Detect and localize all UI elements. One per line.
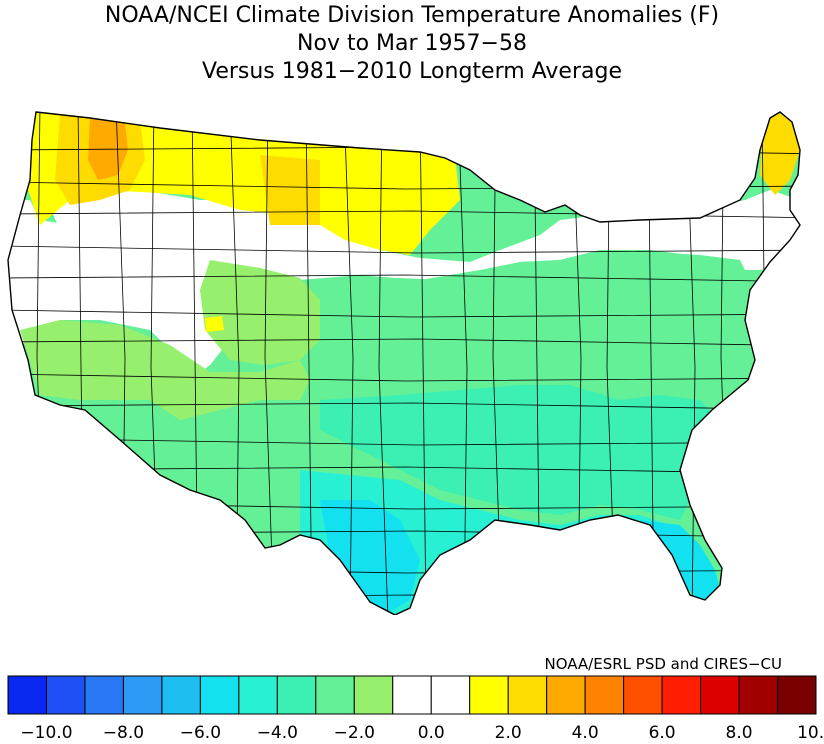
division-boundary-line: [8, 338, 800, 347]
colorbar-cell: [584, 675, 625, 715]
us-outline: [7, 111, 801, 615]
region-cool-3: [320, 385, 720, 520]
colorbar-tick-label: 4.0: [572, 723, 599, 743]
colorbar-cell: [392, 675, 432, 715]
region-warm-utah-dot: [205, 316, 224, 332]
colorbar-cell: [353, 675, 394, 715]
title-line-2: Nov to Mar 1957−58: [297, 31, 527, 56]
colorbar-cell: [507, 675, 548, 715]
region-cool-1-colorado: [200, 260, 320, 365]
data-source-credit: NOAA/ESRL PSD and CIRES−CU: [544, 655, 782, 673]
colorbar-cells: [7, 675, 817, 715]
colorbar-tick-label: −6.0: [180, 723, 221, 743]
colorbar-cell: [161, 675, 201, 715]
division-boundary-line: [343, 112, 354, 615]
colorbar-cell: [84, 675, 124, 715]
division-boundary-line: [8, 274, 800, 283]
colorbar-cell: [738, 675, 779, 715]
colorbar-cell: [777, 675, 817, 715]
division-boundary-line: [305, 112, 313, 615]
colorbar-tick-label: 2.0: [495, 723, 522, 743]
colorbar-cell: [7, 675, 47, 715]
colorbar-cell: [122, 675, 163, 715]
colorbar-tick-label: −10.0: [20, 723, 72, 743]
division-boundary-line: [8, 402, 800, 411]
division-boundary-line: [264, 112, 275, 615]
colorbar-tick-label: 0.0: [418, 723, 445, 743]
colorbar-tick-label: −2.0: [334, 723, 375, 743]
colorbar-cell: [45, 675, 86, 715]
region-warm-northeast: [760, 112, 800, 195]
title-block: NOAA/NCEI Climate Division Temperature A…: [0, 2, 824, 86]
colorbar-tick-label: −4.0: [257, 723, 298, 743]
anomaly-fill-regions: [8, 112, 800, 615]
division-boundary-line: [8, 245, 800, 254]
colorbar-tick-label: 6.0: [649, 723, 676, 743]
colorbar-cell: [199, 675, 240, 715]
colorbar-cell: [661, 675, 702, 715]
colorbar-tick-label: −8.0: [103, 723, 144, 743]
region-cool-2: [300, 250, 760, 410]
region-cool-5: [640, 520, 720, 602]
colorbar-labels: −10.0 −8.0 −6.0 −4.0 −2.0 0.0 2.0 4.0 6.0 8.0 10.0: [20, 723, 824, 743]
division-boundary-line: [378, 112, 389, 615]
colorbar-cell: [546, 675, 586, 715]
colorbar-cell: [623, 675, 663, 715]
colorbar-cell: [700, 675, 740, 715]
colorbar-cell: [315, 675, 355, 715]
colorbar-cell: [238, 675, 278, 715]
region-warm-montana: [260, 155, 320, 225]
division-boundary-line: [8, 373, 800, 382]
colorbar-cell: [469, 675, 509, 715]
color-scale-legend: −10.0 −8.0 −6.0 −4.0 −2.0 0.0 2.0 4.0 6.0 8.0 10.0: [7, 675, 824, 743]
us-climate-division-map: [7, 111, 801, 615]
division-boundary-line: [8, 309, 800, 318]
colorbar-tick-label: 8.0: [726, 723, 753, 743]
colorbar-cell: [276, 675, 317, 715]
region-cool-1-southwest: [20, 320, 310, 420]
colorbar-tick-label: 10.0: [797, 723, 824, 743]
colorbar-cell: [430, 675, 471, 715]
title-line-3: Versus 1981−2010 Longterm Average: [201, 59, 622, 84]
division-boundary-line: [457, 112, 468, 615]
title-line-1: NOAA/NCEI Climate Division Temperature A…: [104, 3, 720, 28]
region-cool-5-texas: [320, 500, 420, 615]
